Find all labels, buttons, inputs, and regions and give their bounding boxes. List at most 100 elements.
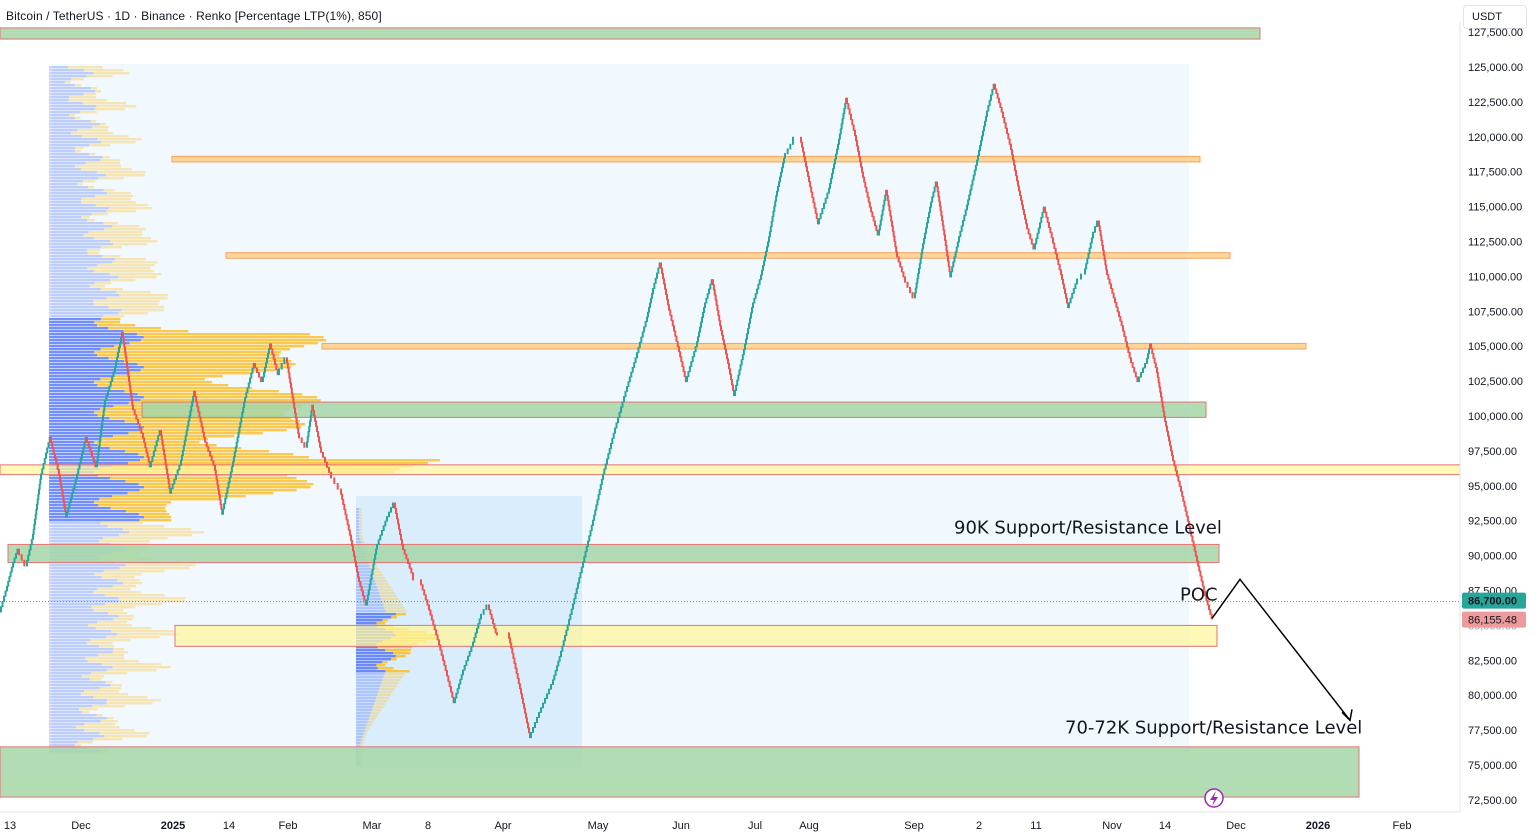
- volume-bar-blue: [49, 573, 95, 576]
- renko-brick: [552, 679, 554, 686]
- renko-brick: [239, 421, 242, 428]
- volume-bar-yellow: [77, 741, 93, 744]
- renko-brick: [120, 337, 122, 344]
- renko-brick: [588, 535, 591, 542]
- renko-brick: [300, 437, 303, 444]
- renko-brick: [514, 662, 517, 669]
- price-axis[interactable]: 127,500.00125,000.00122,500.00120,000.00…: [1459, 22, 1526, 812]
- renko-brick: [761, 269, 763, 276]
- volume-bar-blue: [356, 649, 386, 652]
- renko-brick: [900, 266, 903, 273]
- renko-brick: [167, 478, 170, 485]
- volume-bar-yellow: [138, 423, 306, 426]
- renko-brick: [769, 226, 772, 233]
- volume-bar-yellow: [94, 381, 213, 384]
- volume-bar-blue: [49, 723, 85, 726]
- renko-brick: [1063, 283, 1065, 290]
- volume-bar-yellow: [109, 273, 162, 276]
- renko-brick: [320, 446, 322, 453]
- time-tick-label: 11: [1030, 820, 1041, 832]
- volume-bar-blue: [49, 114, 70, 117]
- volume-bar-yellow: [100, 348, 291, 351]
- renko-brick: [713, 289, 716, 296]
- volume-bar-blue: [356, 706, 373, 709]
- renko-brick: [583, 556, 586, 563]
- volume-bar-blue: [49, 108, 95, 111]
- renko-brick: [112, 371, 115, 378]
- volume-bar-blue: [49, 135, 82, 138]
- currency-button[interactable]: USDT: [1463, 5, 1527, 29]
- volume-bar-yellow: [100, 246, 122, 249]
- renko-brick: [1098, 220, 1100, 227]
- renko-brick: [106, 390, 109, 397]
- volume-bar-yellow: [100, 720, 118, 723]
- renko-brick: [1056, 253, 1058, 260]
- renko-brick: [271, 348, 274, 355]
- volume-bar-yellow: [97, 354, 280, 357]
- renko-brick: [362, 590, 364, 597]
- volume-bar-blue: [49, 510, 127, 513]
- volume-bar-blue: [49, 636, 107, 639]
- volume-bar-yellow: [98, 540, 150, 543]
- renko-brick: [421, 584, 424, 591]
- renko-brick: [846, 97, 848, 105]
- renko-brick: [744, 343, 746, 350]
- time-axis[interactable]: 13 Dec 2025 14 Feb Mar 8 Apr May Jun Jul Aug Sep 2 11 N…: [0, 811, 1460, 832]
- volume-bar-yellow: [70, 132, 114, 135]
- volume-bar-blue: [49, 207, 109, 210]
- volume-bar-yellow: [369, 715, 378, 718]
- renko-brick: [54, 452, 56, 460]
- volume-bar-yellow: [104, 228, 146, 231]
- renko-brick: [109, 380, 112, 387]
- renko-brick: [890, 215, 893, 222]
- renko-brick: [742, 348, 745, 356]
- renko-brick: [1041, 211, 1044, 219]
- volume-bar-yellow: [101, 576, 135, 579]
- renko-brick: [127, 370, 130, 377]
- renko-brick: [260, 376, 262, 383]
- volume-bar-blue: [49, 132, 71, 135]
- renko-brick: [720, 325, 722, 331]
- renko-brick: [424, 594, 427, 601]
- renko-brick: [370, 574, 373, 581]
- renko-brick: [192, 395, 195, 402]
- renko-brick: [476, 627, 478, 634]
- renko-brick: [510, 642, 513, 649]
- renko-brick: [375, 548, 378, 555]
- renko-brick: [1045, 211, 1048, 218]
- volume-bar-yellow: [74, 117, 81, 120]
- renko-brick: [96, 456, 99, 463]
- renko-brick: [985, 115, 987, 122]
- volume-bar-yellow: [390, 658, 397, 661]
- renko-brick: [477, 623, 480, 629]
- renko-brick: [739, 364, 742, 371]
- volume-bar-blue: [49, 165, 76, 168]
- renko-brick: [420, 579, 422, 586]
- renko-brick: [728, 362, 730, 370]
- renko-brick: [830, 177, 832, 184]
- renko-brick: [522, 697, 524, 704]
- renko-brick: [126, 366, 129, 372]
- volume-bar-blue: [49, 534, 119, 537]
- renko-brick: [366, 594, 369, 601]
- renko-brick: [811, 191, 814, 198]
- price-tick-label: 122,500.00: [1468, 97, 1523, 109]
- annotation-text: POC: [1180, 585, 1218, 606]
- volume-bar-blue: [49, 324, 98, 327]
- renko-brick: [719, 320, 722, 327]
- renko-brick: [270, 343, 272, 350]
- volume-bar-yellow: [94, 108, 125, 111]
- volume-bar-blue: [356, 739, 362, 742]
- volume-bar-blue: [49, 444, 98, 447]
- volume-bar-yellow: [94, 237, 152, 240]
- renko-brick: [730, 373, 732, 381]
- renko-brick: [186, 425, 189, 432]
- renko-brick: [379, 534, 382, 541]
- volume-bar-blue: [49, 696, 94, 699]
- renko-brick: [712, 279, 714, 286]
- renko-brick: [470, 646, 473, 652]
- renko-brick: [774, 200, 777, 207]
- renko-brick: [745, 338, 747, 345]
